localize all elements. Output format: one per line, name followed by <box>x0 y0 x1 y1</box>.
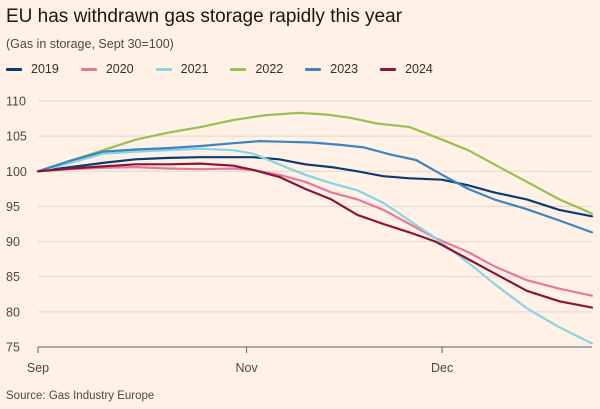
legend-item-2020: 2020 <box>80 62 134 76</box>
legend-label: 2021 <box>180 62 209 76</box>
legend-swatch <box>155 67 172 71</box>
legend-item-2019: 2019 <box>6 62 59 76</box>
y-tick-label: 110 <box>6 95 26 109</box>
legend-swatch <box>230 67 247 71</box>
legend-swatch <box>305 67 322 71</box>
y-tick-label: 75 <box>6 341 20 355</box>
y-axis: 75 80 85 90 95 100 105 110 <box>6 95 27 355</box>
y-tick-label: 95 <box>6 200 20 214</box>
x-tick-label: Dec <box>431 361 453 375</box>
y-tick-label: 105 <box>6 130 27 144</box>
legend-item-2022: 2022 <box>230 62 283 76</box>
x-tick-label: Nov <box>235 361 258 375</box>
y-tick-label: 80 <box>6 305 20 319</box>
series-line-2022 <box>36 111 594 215</box>
x-tick-label: Sep <box>27 361 49 375</box>
y-tick-label: 100 <box>6 165 27 179</box>
series-line-2021 <box>36 147 594 345</box>
legend-label: 2022 <box>255 62 284 76</box>
series-line-2020 <box>36 166 594 297</box>
y-tick-label: 85 <box>6 270 20 284</box>
legend: 2019 2020 2021 2022 2023 2024 <box>6 62 455 76</box>
chart-title: EU has withdrawn gas storage rapidly thi… <box>6 6 403 27</box>
legend-label: 2019 <box>31 62 59 76</box>
y-tick-label: 90 <box>6 235 20 249</box>
source-note: Source: Gas Industry Europe <box>6 390 155 402</box>
legend-label: 2023 <box>330 62 359 76</box>
legend-label: 2020 <box>105 62 134 76</box>
series-line-2023 <box>36 140 594 234</box>
legend-swatch <box>380 67 397 71</box>
legend-item-2021: 2021 <box>155 62 209 76</box>
series-line-2019 <box>36 156 594 218</box>
series-line-2024 <box>36 162 594 309</box>
series-lines <box>36 111 594 345</box>
legend-swatch <box>6 67 22 71</box>
legend-item-2024: 2024 <box>380 62 433 76</box>
chart-subtitle: (Gas in storage, Sept 30=100) <box>6 37 174 51</box>
x-axis: Sep Nov Dec <box>27 346 592 375</box>
legend-swatch <box>80 67 97 71</box>
legend-label: 2024 <box>405 62 433 76</box>
gridlines <box>38 100 592 348</box>
legend-item-2023: 2023 <box>305 62 358 76</box>
